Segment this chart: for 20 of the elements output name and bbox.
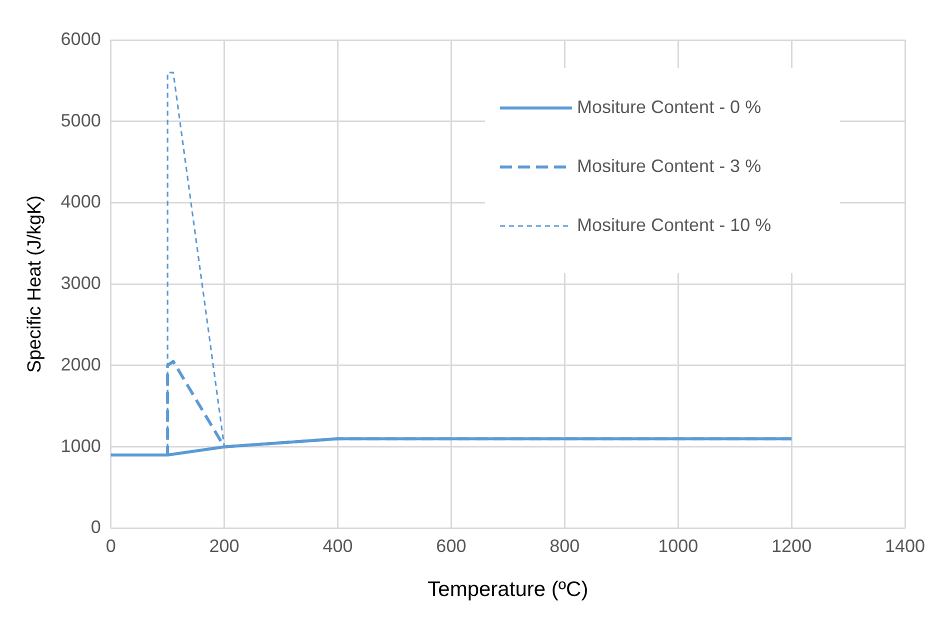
y-tick-label: 4000 — [60, 192, 101, 212]
x-tick-label: 200 — [209, 536, 240, 556]
legend-label: Mositure Content - 0 % — [577, 96, 762, 117]
legend-label: Mositure Content - 3 % — [577, 156, 762, 176]
y-tick-label: 1000 — [60, 436, 101, 456]
x-tick-label: 400 — [322, 536, 353, 556]
y-axis-title: Specific Heat (J/kgK) — [24, 195, 46, 373]
x-tick-label: 600 — [436, 536, 466, 556]
x-tick-label: 1000 — [658, 536, 698, 556]
x-tick-label: 800 — [550, 536, 580, 556]
y-tick-label: 0 — [90, 517, 101, 538]
y-tick-label: 3000 — [60, 273, 101, 294]
y-tick-label: 5000 — [60, 110, 101, 130]
x-tick-label: 0 — [106, 536, 116, 556]
legend-label: Mositure Content - 10 % — [577, 214, 772, 235]
y-tick-label: 6000 — [60, 28, 101, 49]
x-tick-label: 1200 — [772, 536, 812, 556]
x-tick-label: 1400 — [884, 536, 926, 556]
x-axis-title: Temperature (ºC) — [428, 578, 588, 602]
y-tick-label: 2000 — [60, 354, 101, 374]
